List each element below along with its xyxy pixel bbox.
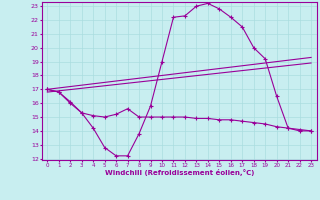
X-axis label: Windchill (Refroidissement éolien,°C): Windchill (Refroidissement éolien,°C) (105, 169, 254, 176)
